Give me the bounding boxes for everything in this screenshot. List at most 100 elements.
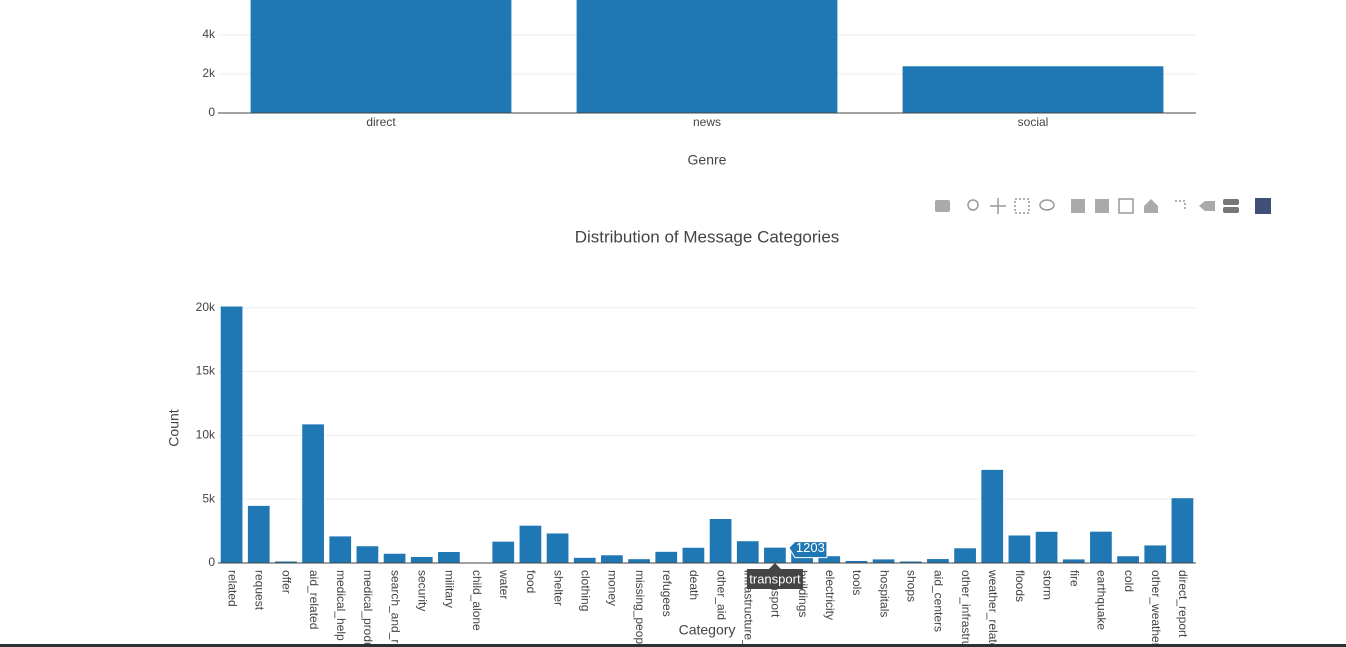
x-tick-label: money	[606, 570, 620, 606]
plotly-logo[interactable]	[1255, 198, 1271, 214]
hover-compare-icon-part	[1223, 207, 1239, 213]
y-tick-label: 0	[208, 105, 215, 119]
autoscale-icon[interactable]	[1118, 198, 1134, 214]
x-tick-label: aid_related	[307, 570, 321, 629]
bar	[519, 525, 542, 563]
x-tick-label: tools	[850, 570, 864, 595]
y-tick-label: 4k	[202, 27, 216, 41]
x-tick-label: cold	[1122, 570, 1136, 592]
bar	[981, 469, 1004, 563]
bar	[329, 536, 352, 563]
y-tick-label: 20k	[196, 300, 216, 314]
bar	[927, 559, 949, 563]
bar	[1171, 498, 1194, 563]
camera-icon[interactable]	[935, 200, 950, 212]
bar	[1144, 545, 1167, 563]
genre-chart: Genre 0 2k 4k direct news social	[202, 0, 1196, 168]
x-tick-label: request	[253, 570, 267, 611]
x-tick-label: medical_products	[361, 570, 375, 647]
bar	[1008, 535, 1031, 563]
reset-icon[interactable]	[1144, 199, 1158, 213]
x-tick-label: electricity	[823, 570, 837, 620]
x-tick-label: storm	[1040, 570, 1054, 600]
bar	[220, 306, 243, 563]
chart-title: Distribution of Message Categories	[575, 227, 840, 246]
x-tick-label: water	[497, 569, 511, 599]
x-axis-title: Genre	[688, 152, 727, 168]
bar	[250, 0, 512, 113]
tooltip-category: transport	[749, 571, 801, 586]
x-tick-label: related	[225, 570, 239, 607]
x-tick-label: earthquake	[1095, 570, 1109, 630]
box-select-icon[interactable]	[1014, 198, 1030, 214]
x-tick-label: shelter	[551, 570, 565, 606]
x-tick-label: food	[524, 570, 538, 593]
bar	[1035, 531, 1058, 563]
bar	[682, 547, 705, 563]
hover-tooltip: 1203 transport	[746, 540, 828, 589]
bar	[899, 561, 922, 563]
pan-icon[interactable]	[990, 198, 1006, 214]
tooltip-box	[788, 541, 828, 559]
bar	[954, 548, 976, 563]
bar	[302, 424, 324, 563]
lasso-icon[interactable]	[1039, 199, 1055, 211]
x-tick-label: direct	[366, 115, 396, 129]
y-tick-label: 15k	[196, 364, 216, 378]
bar	[764, 547, 786, 563]
zoom-in-icon[interactable]	[1071, 199, 1085, 213]
bar	[383, 553, 406, 563]
y-tick-label: 2k	[202, 66, 216, 80]
bar	[576, 0, 838, 113]
x-tick-label: other_weather	[1149, 570, 1163, 647]
x-tick-label: military	[443, 570, 457, 608]
bar	[818, 556, 841, 563]
bar	[1090, 531, 1112, 563]
x-tick-label: offer	[280, 570, 294, 594]
x-tick-label: fire	[1068, 570, 1082, 587]
bar	[601, 555, 623, 563]
bottom-bar	[0, 644, 1346, 647]
x-tick-label: child_alone	[470, 570, 484, 631]
hover-closest-icon[interactable]	[1199, 201, 1215, 211]
tooltip-label-box	[746, 563, 803, 589]
x-tick-label: security	[416, 570, 430, 611]
bar	[247, 505, 270, 563]
x-tick-label: clothing	[579, 570, 593, 611]
category-chart: Distribution of Message Categories Count…	[166, 227, 1196, 647]
bar	[546, 533, 569, 563]
y-axis-title: Count	[166, 409, 182, 446]
modebar	[935, 198, 1271, 214]
zoom-icon[interactable]	[967, 199, 979, 211]
x-tick-label: search_and_rescue	[388, 570, 402, 647]
spike-icon[interactable]	[1175, 200, 1186, 211]
x-tick-label: social	[1018, 115, 1049, 129]
x-tick-label: other_infrastructure	[959, 570, 973, 647]
x-tick-label: floods	[1013, 570, 1027, 602]
x-axis-title: Category	[679, 622, 736, 638]
bar	[872, 559, 895, 563]
bar	[438, 552, 460, 563]
bar	[845, 560, 868, 563]
tooltip-value: 1203	[796, 540, 825, 555]
y-tick-label: 10k	[196, 428, 216, 442]
zoom-out-icon[interactable]	[1095, 199, 1109, 213]
bar	[655, 551, 678, 563]
bar	[573, 557, 596, 563]
x-tick-label: shops	[905, 570, 919, 602]
x-tick-label: weather_related	[986, 569, 1000, 647]
bar	[356, 546, 379, 563]
x-tick-label: medical_help	[334, 570, 348, 641]
x-tick-label: direct_report	[1176, 570, 1190, 638]
bar	[709, 519, 732, 563]
bar	[410, 556, 433, 563]
x-tick-label: missing_people	[633, 570, 647, 647]
hover-compare-icon[interactable]	[1223, 199, 1239, 205]
bar	[492, 541, 515, 563]
y-tick-label: 0	[208, 555, 215, 569]
bar	[1062, 559, 1085, 563]
x-tick-label: refugees	[660, 570, 674, 617]
bar	[1117, 556, 1139, 563]
